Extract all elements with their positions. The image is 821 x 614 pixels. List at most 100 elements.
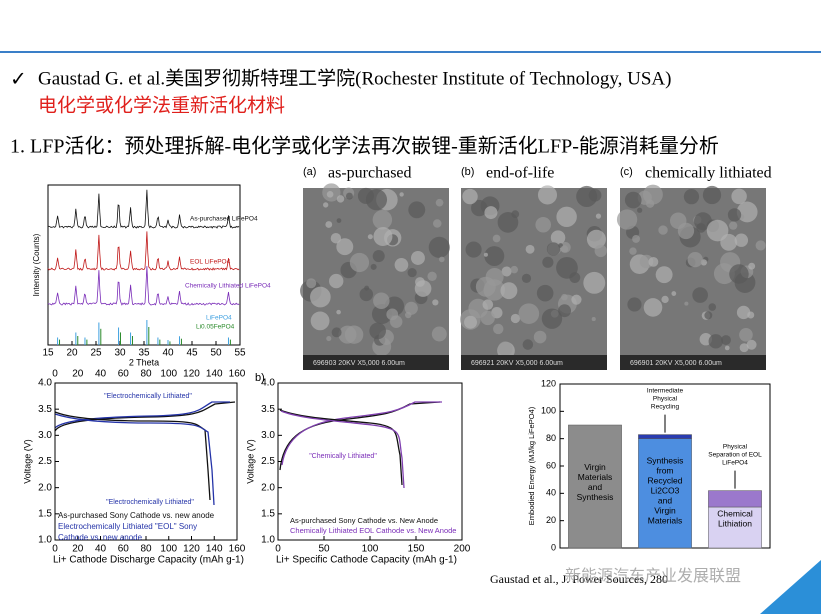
particle bbox=[327, 191, 334, 198]
particle bbox=[358, 188, 374, 204]
x-tick-label-top: 80 bbox=[140, 369, 152, 380]
particle bbox=[708, 303, 716, 311]
particle bbox=[345, 325, 363, 343]
particle bbox=[373, 292, 390, 309]
particle bbox=[369, 323, 386, 340]
y-tick-label: 4.0 bbox=[38, 378, 52, 389]
particle bbox=[432, 299, 438, 305]
trace-label: As-purchased LiFePO4 bbox=[190, 216, 258, 223]
particle bbox=[427, 272, 436, 281]
particle bbox=[462, 189, 477, 204]
x-tick-label: 120 bbox=[183, 544, 200, 555]
bar-label: Li2CO3 bbox=[651, 486, 680, 496]
heading: 1. LFP活化：预处理拆解-电化学或化学法再次嵌锂-重新活化LFP-能源消耗量… bbox=[10, 135, 719, 158]
legend-entry: As-purchased Sony Cathode vs. New Anode bbox=[290, 516, 438, 525]
y-tick-label: 100 bbox=[541, 406, 556, 416]
particle bbox=[432, 327, 447, 342]
x-tick-label: 50 bbox=[318, 544, 330, 555]
x-tick-label: 160 bbox=[229, 544, 246, 555]
particle bbox=[368, 234, 373, 239]
particle bbox=[481, 311, 495, 325]
bar-label: Synthesis bbox=[577, 492, 614, 502]
x-tick-label-top: 40 bbox=[95, 369, 107, 380]
bar-label: Virgin bbox=[654, 506, 676, 516]
y-tick-label: 2.0 bbox=[38, 482, 52, 493]
particle bbox=[306, 278, 316, 288]
particle bbox=[542, 308, 562, 328]
legend-entry: Electrochemically Lithiated "EOL" Sony bbox=[58, 522, 197, 531]
particle bbox=[484, 206, 497, 219]
y-tick-label: 0 bbox=[551, 542, 556, 552]
y-tick-label: 1.0 bbox=[261, 535, 275, 546]
particle bbox=[538, 185, 557, 204]
particle bbox=[571, 295, 581, 305]
particle bbox=[739, 328, 753, 342]
particle bbox=[436, 199, 444, 207]
bar-label: from bbox=[657, 466, 674, 476]
particle bbox=[519, 303, 540, 324]
particle bbox=[728, 208, 741, 221]
bar-segment bbox=[638, 435, 691, 439]
x-tick-label: 0 bbox=[275, 544, 281, 555]
particle bbox=[371, 264, 377, 270]
x-tick-label: 50 bbox=[210, 348, 222, 359]
particle bbox=[405, 312, 411, 318]
x-tick-label-top: 0 bbox=[52, 369, 58, 380]
particle bbox=[684, 189, 699, 204]
particle bbox=[346, 193, 353, 200]
y-tick-label: 120 bbox=[541, 378, 556, 388]
y-axis-label: Intensity (Counts) bbox=[32, 233, 41, 296]
x-tick-label-top: 20 bbox=[72, 369, 84, 380]
particle bbox=[498, 212, 519, 233]
image-tag: (a) bbox=[303, 166, 316, 178]
x-tick-label: 25 bbox=[90, 348, 102, 359]
x-tick-label: 100 bbox=[160, 544, 177, 555]
bar-label: and bbox=[658, 496, 672, 506]
x-tick-label: 100 bbox=[362, 544, 379, 555]
particle bbox=[399, 192, 403, 196]
particle bbox=[556, 257, 578, 279]
particle bbox=[329, 274, 343, 288]
panel-tag: b) bbox=[255, 372, 265, 384]
particle bbox=[336, 310, 341, 315]
particle bbox=[644, 298, 663, 317]
particle bbox=[310, 287, 331, 308]
particle bbox=[542, 257, 553, 268]
particle bbox=[595, 245, 607, 257]
x-tick-label-top: 120 bbox=[183, 369, 200, 380]
particle bbox=[671, 291, 676, 296]
particle bbox=[692, 287, 708, 303]
y-tick-label: 3.5 bbox=[261, 404, 275, 415]
particle bbox=[373, 210, 392, 229]
annotation: "Electrochemically Lithiated" bbox=[106, 499, 194, 506]
particle bbox=[583, 272, 605, 294]
bar-label: Virgin bbox=[584, 462, 606, 472]
y-tick-label: 2.5 bbox=[38, 456, 52, 467]
y-tick-label: 2.5 bbox=[261, 456, 275, 467]
particle bbox=[625, 192, 642, 209]
particle bbox=[731, 189, 746, 204]
particle bbox=[373, 250, 385, 262]
x-tick-label: 20 bbox=[66, 348, 78, 359]
particle bbox=[747, 311, 754, 318]
bar-annotation: Recycling bbox=[651, 403, 680, 410]
particle bbox=[415, 280, 432, 297]
particle bbox=[756, 240, 766, 250]
x-tick-label: 45 bbox=[186, 348, 198, 359]
particle bbox=[629, 247, 636, 254]
x-tick-label: 40 bbox=[162, 348, 174, 359]
particle bbox=[535, 217, 551, 233]
bar-segment bbox=[708, 491, 761, 507]
particle bbox=[395, 258, 409, 272]
trace-label: Chemically Lithiated LiFePO4 bbox=[185, 283, 271, 290]
particle bbox=[729, 264, 748, 283]
particle bbox=[707, 220, 729, 242]
x-tick-label-top: 160 bbox=[229, 369, 246, 380]
particle bbox=[537, 285, 554, 302]
particle bbox=[323, 202, 328, 207]
x-axis-label: 2 Theta bbox=[129, 357, 159, 367]
bar-annotation: LiFePO4 bbox=[722, 459, 748, 466]
particle bbox=[561, 294, 568, 301]
bar-label: Materials bbox=[648, 516, 682, 526]
x-tick-label: 0 bbox=[52, 544, 58, 555]
